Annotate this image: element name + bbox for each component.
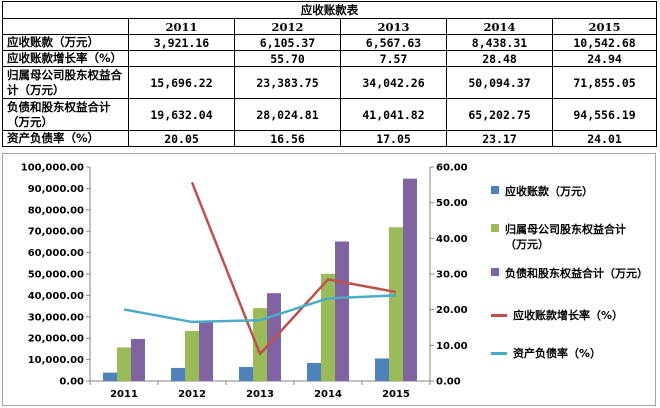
table-cell: 20.05 bbox=[128, 130, 235, 147]
y-tick-label-left: 70,000.00 bbox=[28, 227, 84, 238]
y-tick-label-left: 100,000.00 bbox=[21, 163, 84, 174]
bar bbox=[117, 347, 131, 381]
header-year: 2014 bbox=[446, 18, 553, 35]
table-cell: 17.05 bbox=[340, 130, 447, 147]
bar bbox=[321, 273, 335, 381]
table-cell: 28,024.81 bbox=[234, 98, 341, 131]
series-line bbox=[123, 294, 397, 324]
bar bbox=[131, 338, 145, 381]
y-tick-label-right: 40.00 bbox=[436, 234, 468, 245]
table-cell: 24.01 bbox=[551, 130, 658, 147]
bar bbox=[403, 178, 417, 381]
y-tick-label-left: 0.00 bbox=[59, 377, 84, 388]
table-cell: 34,042.26 bbox=[340, 66, 447, 99]
table-cell: 23,383.75 bbox=[234, 66, 341, 99]
bar bbox=[239, 366, 253, 381]
table-cell: 55.70 bbox=[234, 50, 341, 67]
table-cell: 16.56 bbox=[234, 130, 341, 147]
x-tick-label: 2011 bbox=[110, 389, 138, 400]
row-label: 应收账款（万元） bbox=[2, 34, 129, 51]
x-tick-label: 2015 bbox=[382, 389, 410, 400]
legend-swatch bbox=[491, 314, 507, 317]
legend-item: 负债和股东权益合计（万元） bbox=[491, 266, 648, 281]
receivables-table: 应收账款表 2011 2012 2013 2014 2015 应收账款（万元） … bbox=[1, 1, 658, 147]
bar bbox=[307, 362, 321, 381]
y-tick-label-left: 50,000.00 bbox=[28, 270, 84, 281]
legend-label: 资产负债率（%） bbox=[513, 347, 602, 360]
legend-item: 归属母公司股东权益合计（万元） bbox=[491, 222, 645, 252]
y-tick-label-left: 60,000.00 bbox=[28, 248, 84, 259]
y-tick-label-right: 10.00 bbox=[436, 341, 468, 352]
legend-swatch bbox=[491, 186, 499, 194]
y-tick-label-right: 60.00 bbox=[436, 163, 468, 174]
legend-item: 应收账款（万元） bbox=[491, 184, 645, 199]
row-label: 归属母公司股东权益合计（万元） bbox=[2, 66, 129, 99]
legend-label: 归属母公司股东权益合计（万元） bbox=[505, 223, 626, 251]
y-tick-label-right: 50.00 bbox=[436, 198, 468, 209]
bar bbox=[389, 227, 403, 381]
table-cell: 15,696.22 bbox=[128, 66, 235, 99]
row-label: 资产负债率（%） bbox=[2, 130, 129, 147]
table-row: 应收账款增长率（%） 55.70 7.57 28.48 24.94 bbox=[2, 50, 658, 67]
bar bbox=[335, 241, 349, 381]
y-tick-label-left: 20,000.00 bbox=[28, 334, 84, 345]
y-tick-label-right: 0.00 bbox=[436, 377, 461, 388]
table-row: 资产负债率（%） 20.05 16.56 17.05 23.17 24.01 bbox=[2, 130, 658, 147]
x-tick-label: 2014 bbox=[314, 389, 342, 400]
legend-label: 应收账款增长率（%） bbox=[513, 309, 624, 322]
series-line bbox=[190, 181, 397, 356]
table-cell: 23.17 bbox=[446, 130, 553, 147]
legend-label: 负债和股东权益合计（万元） bbox=[505, 267, 648, 280]
bar bbox=[199, 321, 213, 381]
y-tick-label-left: 80,000.00 bbox=[28, 205, 84, 216]
legend-label: 应收账款（万元） bbox=[505, 185, 593, 198]
bar bbox=[185, 330, 199, 381]
table-cell: 65,202.75 bbox=[446, 98, 553, 131]
y-tick-label-right: 20.00 bbox=[436, 305, 468, 316]
y-tick-label-left: 10,000.00 bbox=[28, 355, 84, 366]
bar bbox=[253, 308, 267, 381]
table-cell: 94,556.19 bbox=[551, 98, 658, 131]
legend-swatch bbox=[491, 224, 499, 232]
x-tick-label: 2012 bbox=[178, 389, 206, 400]
bar bbox=[103, 372, 117, 381]
y-tick-label-right: 30.00 bbox=[436, 270, 468, 281]
table-header-row: 2011 2012 2013 2014 2015 bbox=[2, 18, 658, 35]
legend-item: 资产负债率（%） bbox=[491, 346, 653, 361]
legend-swatch bbox=[491, 352, 507, 355]
table-cell: 24.94 bbox=[551, 50, 658, 67]
table-row: 归属母公司股东权益合计（万元） 15,696.22 23,383.75 34,0… bbox=[2, 66, 658, 99]
table-cell: 71,855.05 bbox=[551, 66, 658, 99]
bar bbox=[375, 358, 389, 381]
legend-item: 应收账款增长率（%） bbox=[491, 308, 653, 323]
legend-swatch bbox=[491, 268, 499, 276]
y-tick-label-left: 30,000.00 bbox=[28, 312, 84, 323]
table-cell: 10,542.68 bbox=[551, 34, 658, 51]
bar bbox=[171, 367, 185, 381]
x-tick-label: 2013 bbox=[246, 389, 274, 400]
y-tick-label-left: 90,000.00 bbox=[28, 184, 84, 195]
y-tick-label-left: 40,000.00 bbox=[28, 291, 84, 302]
